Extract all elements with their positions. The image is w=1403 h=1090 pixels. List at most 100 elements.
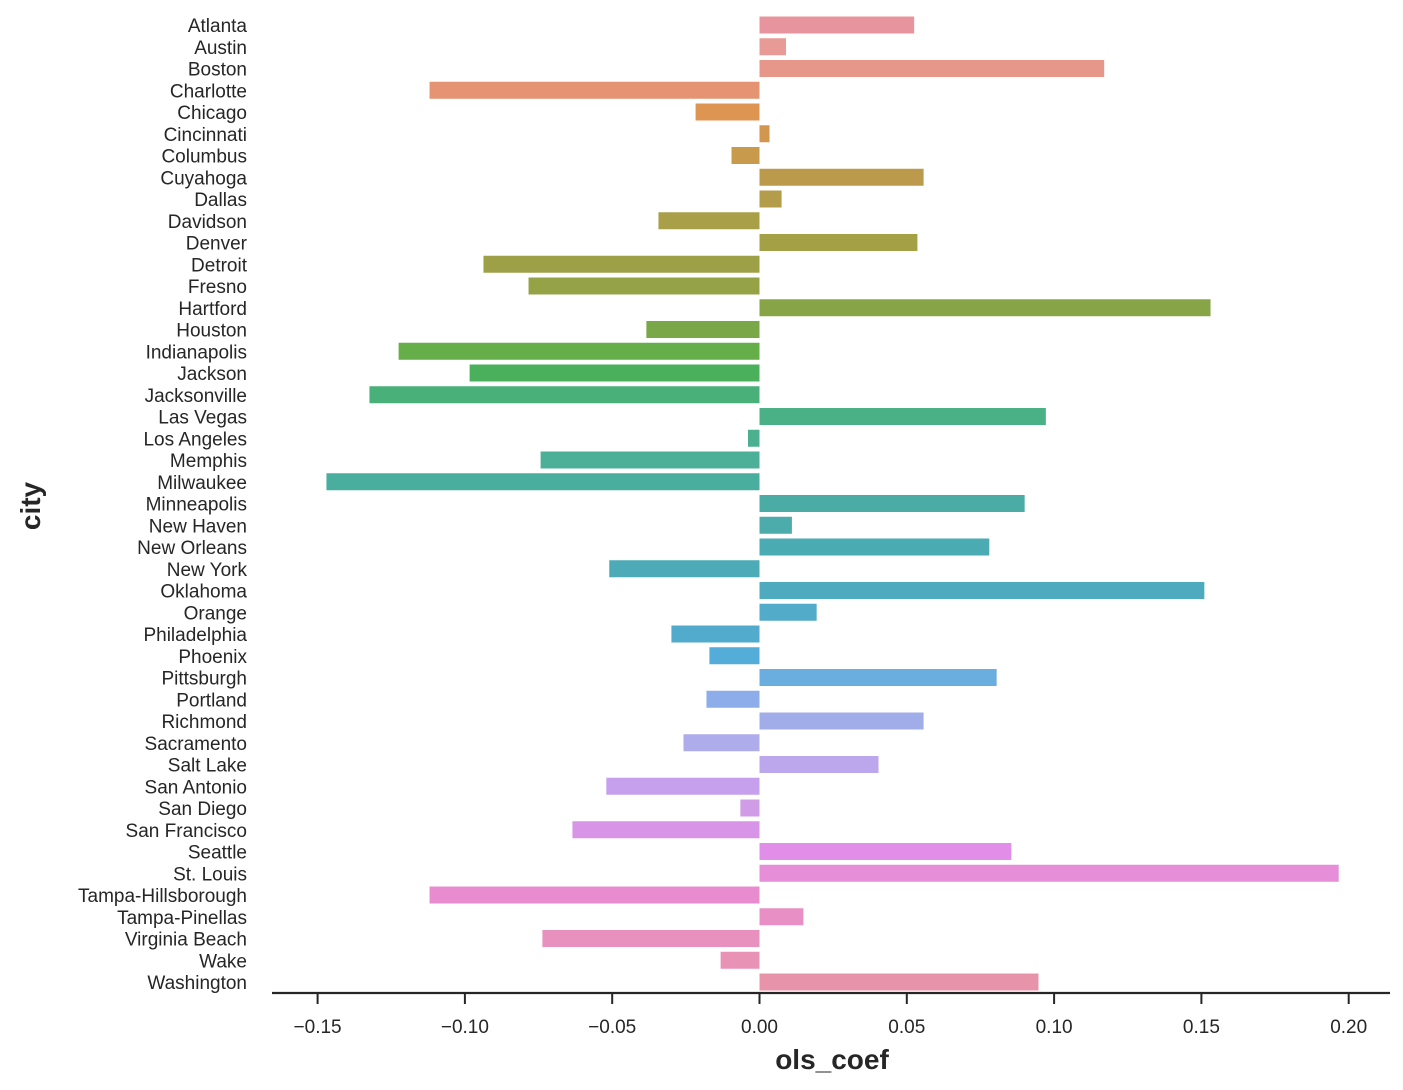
bar-atlanta bbox=[759, 16, 915, 34]
y-tick-label: Dallas bbox=[194, 190, 247, 211]
x-tick-label: −0.05 bbox=[588, 1017, 636, 1038]
bar-seattle bbox=[759, 843, 1012, 860]
bar-orange bbox=[759, 603, 817, 621]
y-tick-label: Washington bbox=[147, 973, 247, 994]
y-tick-label: Minneapolis bbox=[146, 495, 247, 516]
y-tick-label: Boston bbox=[188, 60, 247, 81]
y-tick-label: Cincinnati bbox=[164, 125, 247, 146]
y-tick-label: St. Louis bbox=[173, 864, 247, 885]
y-tick-label: Detroit bbox=[191, 255, 248, 276]
bar-fresno bbox=[528, 277, 760, 295]
y-tick-label: San Antonio bbox=[145, 777, 247, 798]
y-tick-label: Jackson bbox=[177, 364, 247, 385]
y-tick-label: Jacksonville bbox=[145, 386, 247, 407]
y-tick-label: Los Angeles bbox=[143, 429, 247, 450]
bar-san-diego bbox=[740, 799, 760, 817]
bar-cuyahoga bbox=[759, 168, 924, 186]
y-tick-label: Philadelphia bbox=[143, 625, 247, 646]
y-tick-label: Las Vegas bbox=[158, 408, 247, 429]
bar-st-louis bbox=[759, 864, 1339, 882]
bar-pittsburgh bbox=[759, 669, 997, 686]
bar-sacramento bbox=[683, 734, 760, 752]
y-tick-label: Atlanta bbox=[188, 16, 248, 37]
y-tick-label: Davidson bbox=[168, 212, 247, 233]
y-tick-label: Fresno bbox=[188, 277, 247, 298]
y-tick-labels: AtlantaAustinBostonCharlotteChicagoCinci… bbox=[78, 16, 248, 994]
bar-columbus bbox=[731, 147, 760, 164]
bar-davidson bbox=[658, 212, 760, 230]
y-tick-label: Pittsburgh bbox=[161, 669, 247, 690]
bar-portland bbox=[706, 690, 760, 708]
y-tick-label: Portland bbox=[176, 690, 247, 711]
bar-charlotte bbox=[429, 81, 760, 99]
y-tick-label: Oklahoma bbox=[160, 582, 247, 603]
bar-houston bbox=[646, 321, 760, 338]
y-tick-label: Houston bbox=[176, 321, 247, 342]
bars-group bbox=[326, 16, 1339, 991]
y-tick-label: Indianapolis bbox=[146, 342, 247, 363]
bar-tampa-pinellas bbox=[759, 908, 804, 926]
x-ticks: −0.15 −0.10 −0.05 0.00 0.05 0.10 0.15 0.20 bbox=[294, 993, 1367, 1038]
y-tick-label: Austin bbox=[194, 38, 247, 59]
y-tick-label: Memphis bbox=[170, 451, 247, 472]
bar-memphis bbox=[540, 451, 760, 469]
y-tick-label: Phoenix bbox=[178, 647, 247, 668]
y-tick-label: Orange bbox=[184, 603, 247, 624]
bar-denver bbox=[759, 234, 918, 251]
bar-san-antonio bbox=[606, 777, 760, 795]
bar-oklahoma bbox=[759, 582, 1205, 599]
y-tick-label: Milwaukee bbox=[157, 473, 247, 494]
bar-tampa-hillsborough bbox=[429, 886, 760, 904]
bar-minneapolis bbox=[759, 495, 1025, 512]
bar-dallas bbox=[759, 190, 782, 208]
x-tick-label: −0.10 bbox=[441, 1017, 489, 1038]
y-tick-label: Denver bbox=[186, 234, 248, 255]
bar-indianapolis bbox=[398, 342, 760, 360]
x-tick-label: 0.20 bbox=[1330, 1017, 1367, 1038]
y-tick-label: Tampa-Hillsborough bbox=[78, 886, 247, 907]
bar-hartford bbox=[759, 299, 1211, 317]
bar-richmond bbox=[759, 712, 924, 730]
bar-detroit bbox=[483, 255, 760, 273]
bar-san-francisco bbox=[572, 821, 760, 839]
bar-chicago bbox=[695, 103, 760, 121]
bar-new-york bbox=[609, 560, 760, 578]
y-tick-label: Charlotte bbox=[170, 81, 247, 102]
bar-austin bbox=[759, 38, 787, 56]
x-axis-title: ols_coef bbox=[775, 1044, 889, 1075]
y-tick-label: Virginia Beach bbox=[125, 930, 247, 951]
bar-virginia-beach bbox=[542, 930, 760, 947]
y-tick-label: San Francisco bbox=[126, 821, 247, 842]
x-tick-label: −0.15 bbox=[294, 1017, 342, 1038]
x-tick-label: 0.05 bbox=[888, 1017, 925, 1038]
y-tick-label: Richmond bbox=[161, 712, 247, 733]
y-tick-label: Cuyahoga bbox=[160, 168, 247, 189]
bar-salt-lake bbox=[759, 756, 879, 773]
y-tick-label: Seattle bbox=[188, 843, 247, 864]
x-tick-label: 0.00 bbox=[741, 1017, 778, 1038]
y-tick-label: San Diego bbox=[158, 799, 247, 820]
bar-boston bbox=[759, 60, 1105, 77]
x-tick-label: 0.10 bbox=[1036, 1017, 1073, 1038]
bar-las-vegas bbox=[759, 408, 1046, 425]
bar-new-orleans bbox=[759, 538, 990, 556]
bar-wake bbox=[720, 951, 760, 969]
y-tick-label: Sacramento bbox=[145, 734, 247, 755]
bar-philadelphia bbox=[671, 625, 760, 643]
y-tick-label: Hartford bbox=[178, 299, 247, 320]
y-axis-title: city bbox=[15, 481, 46, 530]
y-tick-label: Chicago bbox=[177, 103, 247, 124]
y-tick-label: Tampa-Pinellas bbox=[117, 908, 247, 929]
bar-milwaukee bbox=[326, 473, 760, 491]
y-tick-label: Salt Lake bbox=[168, 756, 247, 777]
bar-jacksonville bbox=[369, 386, 760, 404]
y-tick-label: New York bbox=[167, 560, 248, 581]
x-tick-label: 0.15 bbox=[1183, 1017, 1220, 1038]
bar-jackson bbox=[469, 364, 760, 382]
y-tick-label: Wake bbox=[199, 951, 247, 972]
bar-phoenix bbox=[709, 647, 760, 665]
bar-washington bbox=[759, 973, 1039, 991]
y-tick-label: New Orleans bbox=[137, 538, 247, 559]
y-tick-label: Columbus bbox=[161, 147, 247, 168]
